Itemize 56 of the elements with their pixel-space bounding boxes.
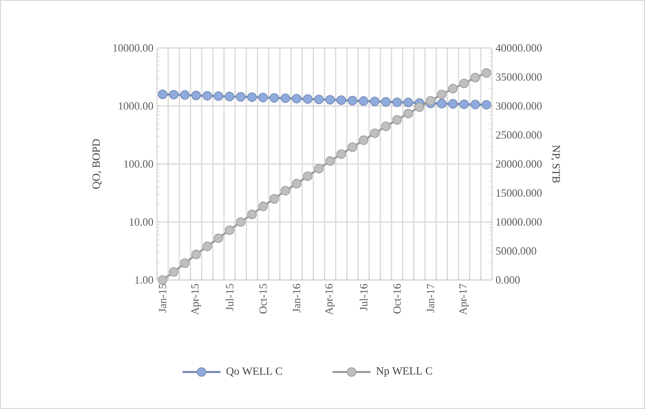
point — [247, 92, 257, 102]
y-tick-label: 1000.00 — [118, 102, 154, 110]
point — [358, 96, 368, 106]
point — [280, 93, 290, 104]
y2-tick-label: 40000.000 — [496, 44, 542, 52]
y-tick-label: 10000.00 — [113, 44, 154, 52]
x-tick-label: Oct-15 — [259, 284, 267, 314]
point — [325, 94, 335, 105]
y-tick-label: 1.00 — [135, 276, 154, 284]
x-tick-label: Apr-17 — [459, 284, 469, 315]
y2-tick-label: 0.000 — [496, 276, 520, 284]
point — [224, 92, 234, 102]
y2-tick-label: 25000.000 — [496, 131, 542, 139]
y2-tick-label: 10000.000 — [496, 218, 542, 226]
y2-tick-label: 30000.000 — [496, 102, 542, 110]
point — [236, 92, 246, 102]
y2-tick-label: 20000.000 — [496, 160, 542, 168]
y-axis-title: QO, BOPD — [92, 139, 102, 189]
point — [214, 91, 224, 101]
point — [302, 94, 313, 104]
y2-tick-label: 5000.000 — [496, 247, 536, 255]
point — [370, 96, 380, 106]
x-tick-label: Oct-16 — [393, 284, 401, 314]
x-tick-label: Jan-16 — [292, 284, 300, 312]
x-tick-label: Jul-15 — [226, 284, 234, 311]
point — [191, 90, 201, 100]
y2-tick-label: 15000.000 — [496, 189, 542, 197]
point — [314, 94, 324, 104]
y2-tick-label: 35000.000 — [496, 73, 542, 81]
point — [436, 98, 447, 108]
point — [381, 97, 391, 107]
x-tick-label: Apr-15 — [191, 284, 201, 315]
point — [258, 92, 268, 102]
y-tick-label: 100.00 — [124, 160, 154, 168]
x-tick-label: Apr-16 — [325, 284, 335, 315]
point — [168, 90, 179, 100]
point — [180, 90, 190, 100]
legend-label: Qo WELL C — [226, 367, 282, 377]
y-tick-label: 10.00 — [130, 218, 154, 226]
point — [403, 98, 414, 108]
point — [292, 94, 302, 104]
point — [158, 90, 168, 100]
point — [448, 99, 458, 109]
point — [202, 90, 212, 101]
point — [459, 99, 469, 110]
point — [336, 95, 346, 105]
point — [269, 93, 280, 103]
legend-label: Np WELL C — [376, 367, 432, 377]
point — [482, 100, 492, 110]
point — [470, 100, 480, 110]
x-tick-label: Jul-16 — [360, 284, 368, 311]
point — [348, 96, 358, 106]
x-tick-label: Jan-17 — [426, 284, 434, 312]
point — [392, 97, 402, 108]
x-tick-label: Jan-15 — [158, 284, 166, 312]
y2-axis-title: NP, STB — [550, 145, 560, 183]
